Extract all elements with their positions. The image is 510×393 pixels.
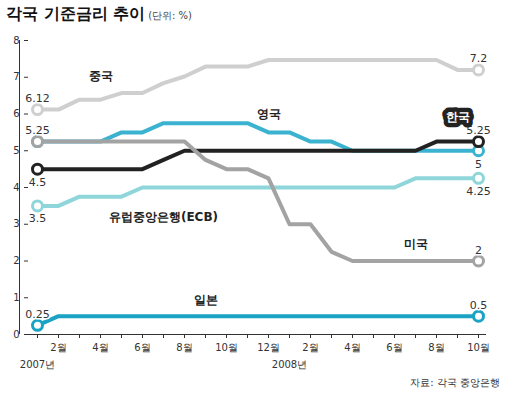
svg-text:5: 5: [475, 158, 482, 171]
svg-text:1: 1: [13, 292, 19, 303]
svg-text:10월: 10월: [215, 342, 238, 353]
svg-text:5.25: 5.25: [466, 124, 491, 137]
svg-text:2007년: 2007년: [20, 359, 55, 370]
svg-text:0.5: 0.5: [470, 299, 488, 312]
svg-text:5: 5: [13, 145, 19, 156]
svg-text:12월: 12월: [257, 342, 280, 353]
svg-text:0: 0: [13, 329, 19, 340]
svg-text:중국: 중국: [89, 69, 113, 83]
svg-text:10월: 10월: [467, 342, 490, 353]
svg-text:2008년: 2008년: [272, 359, 307, 370]
svg-text:영국: 영국: [257, 107, 281, 121]
svg-text:일본: 일본: [194, 293, 218, 307]
svg-text:2월: 2월: [302, 342, 318, 353]
svg-text:7.2: 7.2: [470, 52, 488, 65]
svg-text:4.25: 4.25: [466, 185, 491, 198]
svg-text:2: 2: [13, 255, 19, 266]
svg-text:3: 3: [13, 218, 19, 229]
svg-text:6월: 6월: [134, 342, 150, 353]
svg-text:4: 4: [13, 182, 19, 193]
html-text:자료: 각국 중앙은행: 자료: 각국 중앙은행: [410, 377, 500, 388]
html-text:각국 기준금리 추이(단위: %): 각국 기준금리 추이(단위: %): [6, 4, 192, 23]
svg-text:2: 2: [475, 244, 482, 257]
svg-text:4월: 4월: [344, 342, 360, 353]
svg-text:7: 7: [13, 71, 19, 82]
svg-text:한국: 한국: [446, 110, 470, 124]
svg-text:6월: 6월: [386, 342, 402, 353]
svg-text:미국: 미국: [404, 237, 428, 251]
svg-text:2월: 2월: [50, 342, 66, 353]
svg-text:4.5: 4.5: [29, 176, 47, 189]
svg-text:8: 8: [13, 35, 19, 46]
svg-text:8월: 8월: [428, 342, 444, 353]
svg-text:3.5: 3.5: [29, 212, 47, 225]
svg-text:8월: 8월: [176, 342, 192, 353]
svg-text:4월: 4월: [92, 342, 108, 353]
svg-text:유럽중앙은행(ECB): 유럽중앙은행(ECB): [109, 210, 218, 224]
svg-text:6.12: 6.12: [25, 92, 50, 105]
svg-text:5.25: 5.25: [25, 124, 50, 137]
svg-text:0.25: 0.25: [25, 308, 50, 321]
svg-text:6: 6: [13, 108, 19, 119]
